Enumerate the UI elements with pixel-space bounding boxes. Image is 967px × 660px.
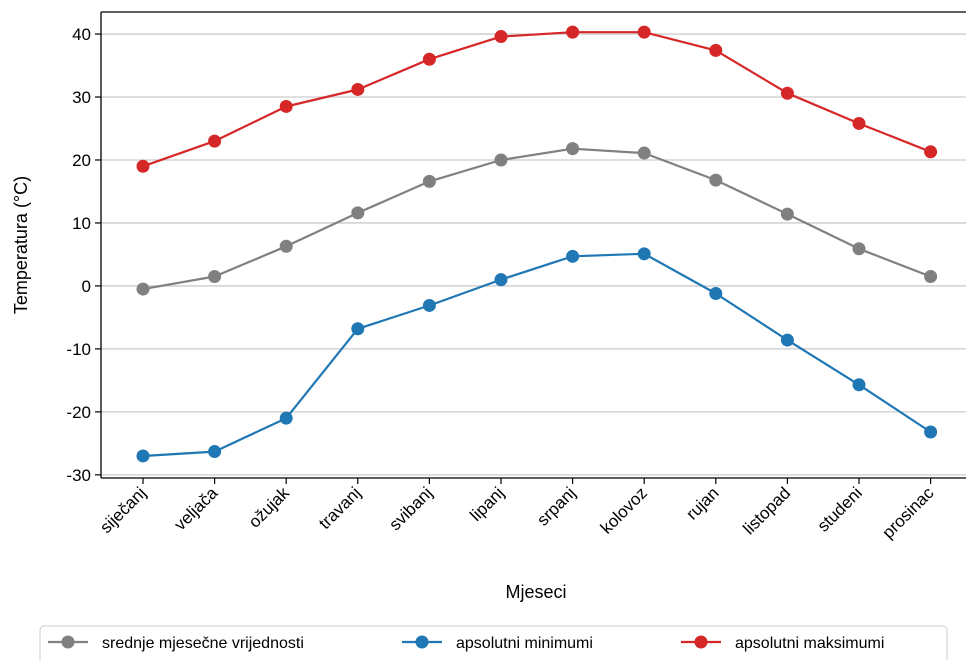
data-point [208,134,222,148]
data-point [566,142,580,156]
data-point [852,378,866,392]
data-point [351,322,365,336]
x-tick-label: srpanj [533,483,579,529]
x-tick-label: lipanj [466,483,508,525]
legend-swatch-marker [415,635,429,649]
data-point [494,153,508,167]
data-point [637,146,651,160]
series-3 [136,25,938,173]
data-point [709,173,723,187]
data-point [566,249,580,263]
data-point [208,445,222,459]
series-1 [136,142,938,296]
data-point [852,116,866,130]
y-tick-label: 30 [72,88,91,107]
data-point [637,247,651,261]
data-point [780,333,794,347]
legend-label: srednje mjesečne vrijednosti [102,635,304,652]
data-point [924,269,938,283]
y-tick-label: 20 [72,151,91,170]
grid-lines [101,33,966,476]
x-tick-label: veljača [171,483,222,534]
y-tick-label: -30 [66,466,91,485]
data-point [279,411,293,425]
legend-swatch-marker [694,635,708,649]
series-line [142,31,932,168]
x-tick-label: siječanj [96,483,150,537]
data-point [494,273,508,287]
legend-swatch-marker [61,635,75,649]
x-tick-label: svibanj [385,483,436,534]
y-tick-labels: -30 -20 -10 0 10 20 30 40 [66,25,91,485]
data-point [780,86,794,100]
x-tick-label: prosinac [879,483,938,542]
x-tick-label: travanj [315,483,365,533]
legend-item: apsolutni maksimumi [681,635,884,652]
data-point [136,449,150,463]
y-tick-label: 0 [82,277,91,296]
data-point [566,25,580,39]
data-point [279,239,293,253]
x-axis-title: Mjeseci [505,582,566,602]
legend-item: apsolutni minimumi [402,635,593,652]
axes [95,11,966,484]
data-point [422,298,436,312]
data-point [208,269,222,283]
data-point [924,425,938,439]
data-point [422,52,436,66]
legend-item: srednje mjesečne vrijednosti [48,635,304,652]
data-point [852,242,866,256]
y-tick-label: 10 [72,214,91,233]
data-point [351,82,365,96]
x-tick-label: studeni [814,483,866,535]
data-point [637,25,651,39]
data-point [136,159,150,173]
legend-label: apsolutni maksimumi [735,635,884,652]
data-point [279,99,293,113]
x-tick-label: rujan [682,483,722,523]
data-point [351,206,365,220]
data-point [422,174,436,188]
data-point [780,207,794,221]
x-tick-label: listopad [739,483,794,538]
y-axis-title: Temperatura (°C) [11,176,31,314]
series-group [136,25,938,463]
data-point [924,145,938,159]
y-tick-label: -20 [66,403,91,422]
series-line [142,147,931,291]
legend: srednje mjesečne vrijednosti apsolutni mi… [39,625,948,660]
data-point [494,30,508,44]
data-point [136,282,150,296]
x-tick-label: ožujak [245,483,294,532]
y-tick-label: 40 [72,25,91,44]
data-point [709,286,723,300]
data-point [709,43,723,57]
x-tick-labels: siječanj veljača ožujak travanj svibanj lipan… [96,483,937,542]
legend-frame [39,625,948,660]
x-tick-label: kolovoz [597,483,651,537]
y-tick-label: -10 [66,340,91,359]
series-line [142,252,932,458]
legend-label: apsolutni minimumi [456,635,593,652]
series-2 [136,247,938,463]
